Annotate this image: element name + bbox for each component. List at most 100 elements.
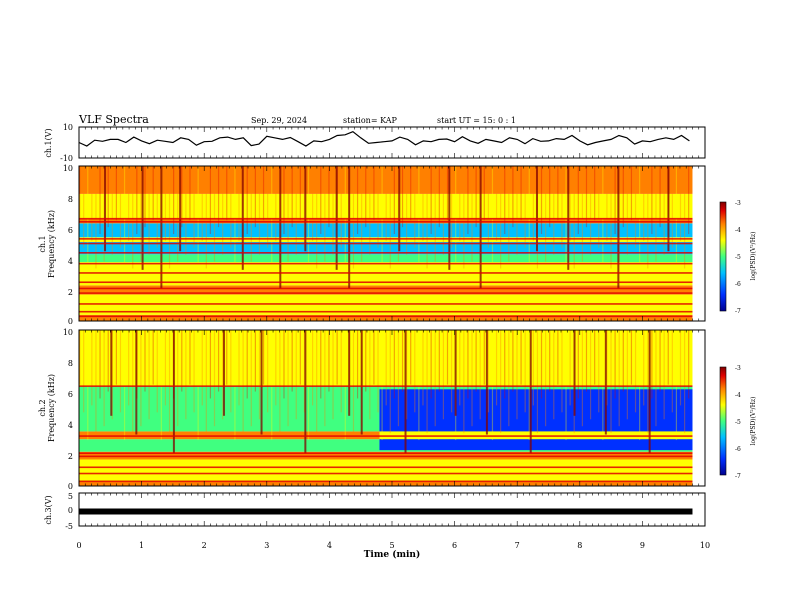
texture-stripe [618, 330, 620, 427]
texture-stripe [140, 330, 142, 427]
narrowband-line [79, 455, 693, 458]
sferic-burst [172, 330, 175, 454]
texture-stripe [500, 166, 502, 269]
spectrum-band [79, 166, 693, 194]
ch1-freq-tick-8: 8 [68, 195, 73, 204]
texture-stripe [557, 330, 559, 385]
texture-stripe [254, 330, 256, 392]
narrowband-line [79, 217, 693, 220]
texture-stripe [226, 330, 228, 385]
texture-stripe [589, 330, 592, 420]
narrowband-line [79, 435, 693, 437]
texture-stripe [373, 330, 375, 385]
texture-stripe [545, 330, 547, 427]
texture-stripe [508, 330, 510, 427]
texture-stripe [132, 166, 134, 269]
texture-stripe [516, 330, 518, 420]
texture-stripe [217, 330, 220, 392]
texture-stripe [594, 330, 596, 385]
texture-stripe [275, 330, 277, 406]
texture-stripe [316, 166, 318, 269]
time-axis-ticks: 0 1 2 3 4 5 6 7 8 9 10 [76, 127, 710, 550]
ch2-spectrogram-panel: 0 2 4 6 8 10 ch.2 Frequency (kHz) [38, 328, 706, 491]
narrowband-line [79, 242, 693, 245]
texture-stripe [683, 330, 686, 434]
texture-stripe [459, 166, 461, 241]
texture-stripe [577, 166, 579, 235]
texture-stripe [152, 330, 154, 385]
texture-stripe [283, 166, 285, 235]
texture-stripe [524, 166, 526, 248]
texture-stripe [156, 330, 158, 413]
texture-stripe [679, 166, 682, 241]
texture-stripe [267, 330, 269, 413]
texture-stripe [422, 330, 424, 406]
texture-stripe [189, 330, 191, 385]
texture-stripe [418, 330, 420, 441]
ch1-ytick-top: 10 [63, 123, 73, 132]
texture-stripe [520, 166, 522, 221]
texture-stripe [83, 330, 85, 413]
texture-stripe [414, 166, 416, 248]
texture-stripe [688, 166, 690, 235]
texture-stripe [626, 330, 628, 420]
texture-stripe [246, 166, 248, 235]
texture-stripe [446, 166, 449, 221]
sferic-burst [617, 166, 620, 289]
texture-stripe [377, 166, 379, 248]
texture-stripe [103, 330, 105, 427]
texture-stripe [320, 166, 322, 235]
texture-stripe [111, 166, 113, 255]
texture-stripe [602, 330, 604, 441]
texture-stripe [634, 330, 637, 413]
texture-stripe [606, 166, 608, 241]
texture-stripe [242, 330, 244, 434]
texture-stripe [123, 330, 126, 441]
texture-stripe [561, 166, 563, 248]
sferic-burst [348, 166, 351, 289]
texture-stripe [651, 166, 653, 235]
texture-stripe [450, 330, 453, 413]
texture-stripe [168, 330, 171, 434]
texture-stripe [271, 166, 273, 276]
texture-stripe [316, 330, 318, 434]
texture-stripe [287, 330, 289, 427]
narrowband-line [79, 310, 693, 313]
texture-stripe [667, 330, 669, 385]
texture-stripe [250, 330, 252, 427]
texture-stripe [148, 166, 150, 255]
time-tick-label: 5 [389, 541, 394, 550]
texture-stripe [442, 166, 445, 255]
ch2-freq-tick-0: 0 [68, 482, 73, 491]
sferic-burst [485, 330, 488, 435]
ch1-spectrogram-ylabel-frequency: Frequency (kHz) [47, 210, 56, 278]
texture-stripe [209, 330, 212, 399]
ch3-ytick-mid: 0 [68, 506, 73, 515]
spectrum-band [79, 314, 693, 321]
sferic-burst [179, 166, 182, 252]
texture-stripe [197, 166, 199, 276]
texture-stripe [622, 330, 624, 392]
ch2-freq-tick-4: 4 [68, 421, 73, 430]
texture-stripe [361, 166, 363, 262]
texture-stripe [504, 330, 506, 399]
texture-stripe [238, 166, 240, 241]
texture-stripe [307, 330, 310, 441]
ch1-spectrogram-image [79, 166, 693, 321]
sferic-burst [348, 330, 351, 416]
sferic-burst [535, 166, 538, 252]
narrowband-line [79, 292, 693, 294]
texture-stripe [132, 330, 134, 434]
sferic-burst [279, 166, 282, 289]
texture-stripe [193, 166, 195, 248]
texture-stripe [491, 330, 494, 441]
texture-stripe [238, 330, 240, 406]
texture-stripe [385, 166, 387, 241]
texture-stripe [91, 330, 93, 406]
texture-stripe [671, 166, 673, 248]
ch1-spectrogram-ylabel-channel: ch.1 [38, 235, 47, 252]
texture-stripe [324, 166, 326, 262]
texture-stripe [663, 166, 665, 255]
texture-stripe [410, 330, 412, 385]
texture-stripe [299, 166, 301, 221]
